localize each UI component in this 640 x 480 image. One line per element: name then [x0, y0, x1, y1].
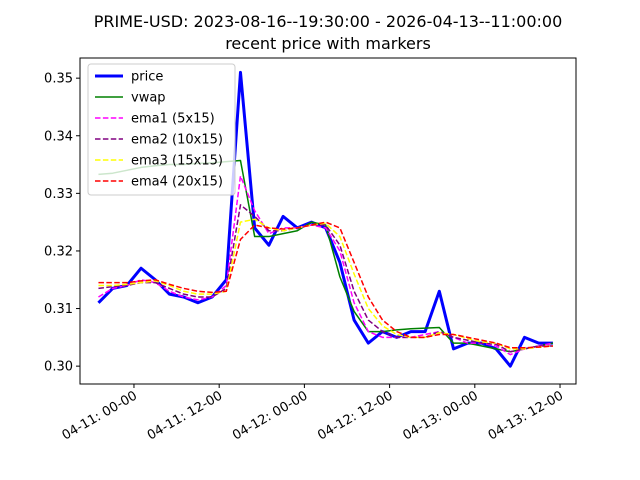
series-line [98, 218, 553, 350]
legend-box [87, 63, 236, 196]
chart-title: PRIME-USD: 2023-08-16--19:30:00 - 2026-0… [94, 12, 563, 31]
legend-label: price [131, 70, 163, 85]
legend: price vwap ema1 (5x15) ema2 (10x15) ema3 (15… [87, 63, 236, 196]
x-tick-label: 04-11: 12-00 [145, 388, 225, 443]
y-tick-label: 0.32 [44, 244, 73, 259]
legend-label: ema4 (20x15) [131, 175, 223, 190]
series-line [98, 221, 553, 349]
y-tick-label: 0.31 [44, 302, 73, 317]
x-tick-label: 04-13: 00-00 [401, 388, 481, 443]
y-tick-label: 0.34 [44, 129, 73, 144]
y-tick-label: 0.35 [44, 72, 73, 87]
legend-label: vwap [131, 91, 166, 106]
x-tick-label: 04-11: 00-00 [60, 388, 140, 443]
x-tick-label: 04-12: 12-00 [315, 388, 395, 443]
legend-label: ema3 (15x15) [131, 154, 223, 169]
x-tick-label: 04-13: 12-00 [486, 388, 566, 443]
series-line [98, 175, 554, 356]
legend-label: ema1 (5x15) [131, 112, 215, 127]
x-tick-label: 04-12: 00-00 [230, 388, 310, 443]
y-tick-label: 0.33 [44, 187, 73, 202]
legend-label: ema2 (10x15) [131, 133, 223, 148]
chart-subtitle: recent price with markers [225, 34, 431, 53]
y-tick-label: 0.30 [44, 360, 73, 375]
plot-frame [79, 57, 577, 385]
